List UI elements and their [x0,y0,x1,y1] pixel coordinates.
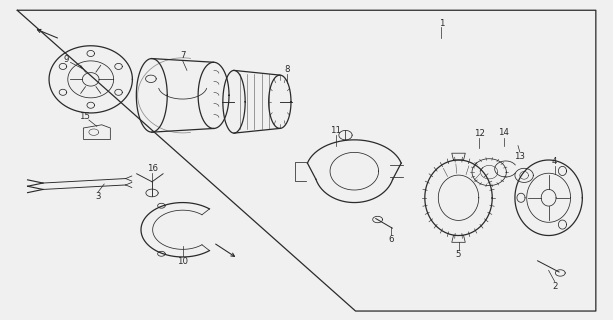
Text: 15: 15 [79,112,90,121]
Text: 1: 1 [439,19,444,28]
Text: 12: 12 [474,129,485,138]
Text: 8: 8 [284,65,289,74]
Text: 10: 10 [177,257,188,266]
Text: 2: 2 [552,282,557,291]
Text: 6: 6 [389,235,394,244]
Text: 14: 14 [498,128,509,137]
Text: 11: 11 [330,126,341,135]
Text: 4: 4 [552,157,557,166]
Text: 3: 3 [96,192,101,201]
Text: 7: 7 [180,52,185,60]
Text: 13: 13 [514,152,525,161]
Text: 16: 16 [147,164,158,173]
Text: 5: 5 [456,250,461,259]
Text: 9: 9 [64,55,69,64]
